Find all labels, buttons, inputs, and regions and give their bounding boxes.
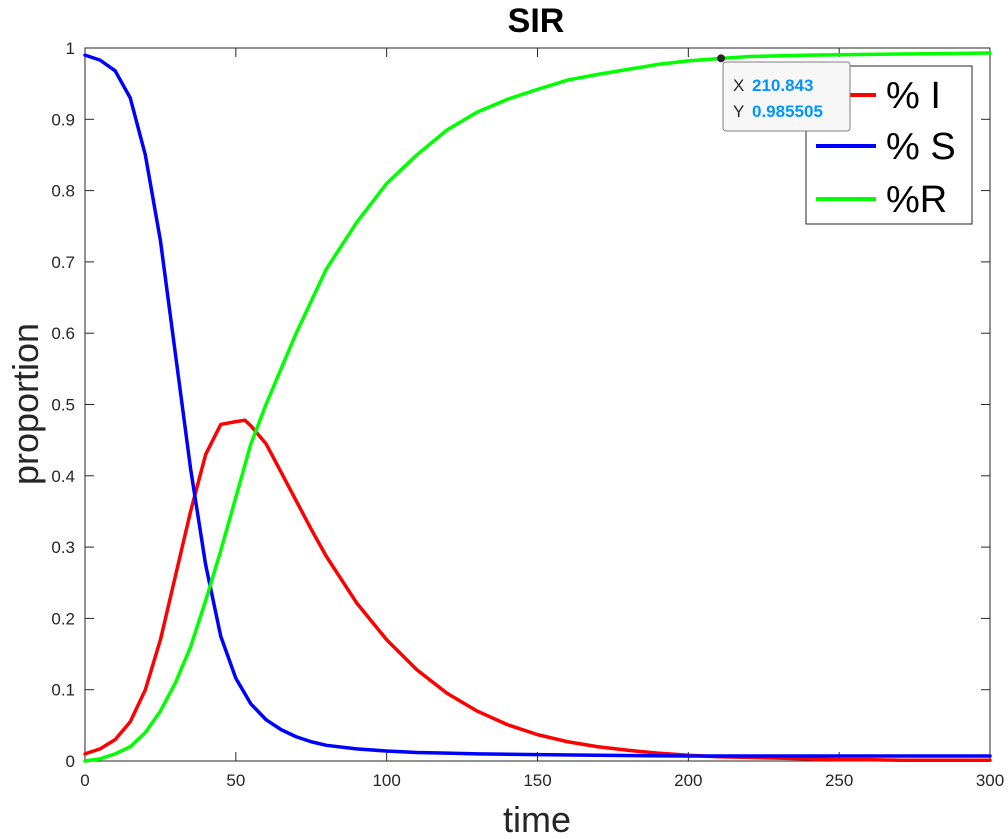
y-tick-label: 0.7: [51, 253, 75, 272]
x-tick-label: 200: [674, 771, 702, 790]
x-axis: 0 50 100 150 200 250 300: [80, 48, 1004, 790]
datatip-x-label: X: [733, 76, 744, 95]
legend-label-s: % S: [886, 126, 956, 168]
x-tick-label: 50: [226, 771, 245, 790]
x-tick-label: 100: [372, 771, 400, 790]
x-tick-label: 300: [976, 771, 1004, 790]
datatip[interactable]: X 210.843 Y 0.985505: [717, 54, 851, 132]
y-tick-label: 0.6: [51, 324, 75, 343]
y-tick-label: 0: [66, 752, 75, 771]
y-tick-label: 0.2: [51, 609, 75, 628]
x-tick-label: 0: [80, 771, 89, 790]
y-tick-label: 0.5: [51, 396, 75, 415]
series-line-s[interactable]: [83, 53, 992, 758]
y-axis: 0 0.1 0.2 0.3 0.4 0.5 0.6 0.7 0.8 0.9 1: [51, 39, 990, 771]
legend-label-r: %R: [886, 179, 947, 221]
y-tick-label: 0.1: [51, 681, 75, 700]
chart-title: SIR: [508, 2, 565, 40]
y-tick-label: 0.9: [51, 110, 75, 129]
datatip-y-value: 0.985505: [752, 102, 823, 121]
series-layer: [83, 51, 992, 763]
y-tick-label: 1: [66, 39, 75, 58]
legend-label-i: % I: [886, 75, 941, 117]
datatip-x-value: 210.843: [752, 76, 813, 95]
x-tick-label: 150: [523, 771, 551, 790]
datatip-marker[interactable]: [717, 54, 726, 63]
datatip-y-label: Y: [733, 102, 744, 121]
y-tick-label: 0.4: [51, 467, 75, 486]
y-tick-label: 0.3: [51, 538, 75, 557]
series-line-i[interactable]: [83, 418, 992, 763]
y-tick-label: 0.8: [51, 182, 75, 201]
x-tick-label: 250: [825, 771, 853, 790]
datatip-box: [722, 61, 851, 132]
series-line-r[interactable]: [83, 51, 992, 763]
y-axis-label: proportion: [5, 323, 46, 485]
x-axis-label: time: [503, 799, 571, 839]
